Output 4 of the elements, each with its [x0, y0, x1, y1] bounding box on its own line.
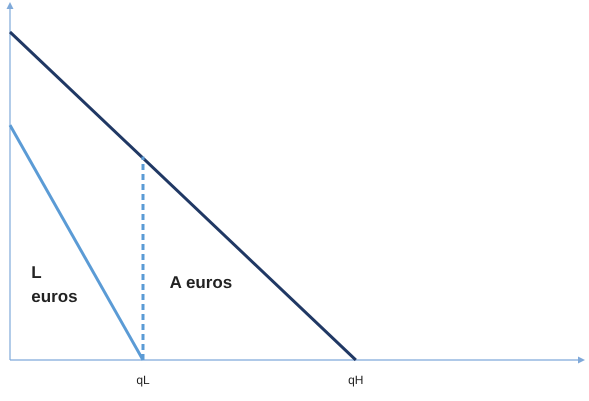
x-tick-label: qL: [136, 373, 150, 387]
annotation: L euros: [31, 263, 78, 306]
x-tick-label: qH: [348, 373, 364, 387]
annotation: A euros: [170, 272, 232, 292]
